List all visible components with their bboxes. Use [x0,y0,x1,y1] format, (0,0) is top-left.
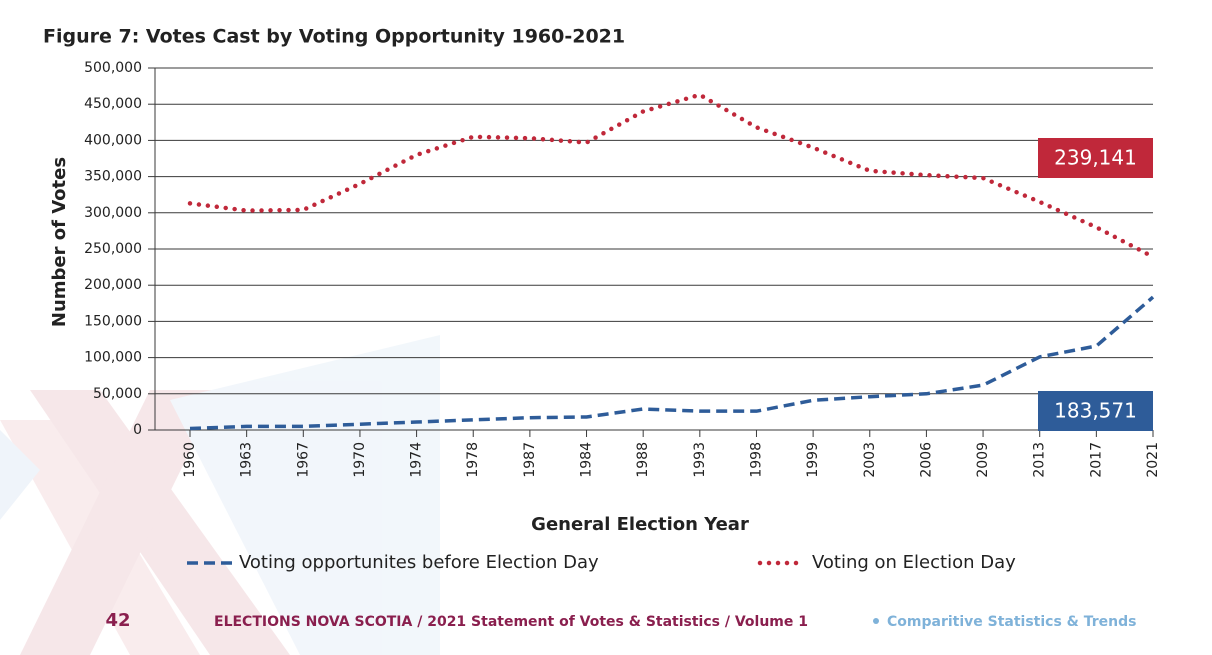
y-tick-label: 300,000 [84,205,142,221]
x-tick-label: 1963 [239,442,255,478]
watermark-shape [0,420,200,655]
watermark-shape [30,390,290,655]
x-tick-label: 1970 [352,442,368,478]
x-tick-label: 1993 [692,442,708,478]
y-tick-label: 0 [133,422,142,438]
x-tick-label: 2009 [975,442,991,478]
y-tick-label: 50,000 [93,386,142,402]
legend-label: Voting opportunites before Election Day [239,552,599,573]
watermark [0,335,440,655]
x-tick-label: 1974 [409,442,425,478]
x-tick-label: 1999 [805,442,821,478]
x-tick-label: 2021 [1145,442,1161,478]
x-tick-label: 2003 [862,442,878,478]
footer-section: Comparitive Statistics & Trends [887,614,1137,630]
value-label: 183,571 [1054,399,1137,423]
x-tick-label: 1960 [182,442,198,478]
y-tick-label: 400,000 [84,132,142,148]
x-tick-label: 1998 [748,442,764,478]
page-number: 42 [105,610,130,631]
watermark-shape [170,335,440,655]
value-label: 239,141 [1054,146,1137,170]
y-tick-label: 150,000 [84,313,142,329]
footer-bullet [873,618,879,624]
y-tick-label: 250,000 [84,241,142,257]
x-tick-label: 2006 [918,442,934,478]
x-tick-label: 1967 [295,442,311,478]
x-tick-label: 1984 [579,442,595,478]
y-tick-label: 350,000 [84,169,142,185]
chart-title: Figure 7: Votes Cast by Voting Opportuni… [43,26,625,48]
series-line [189,295,1155,431]
y-tick-label: 500,000 [84,60,142,76]
series-line [187,92,1156,260]
y-tick-label: 100,000 [84,350,142,366]
value-label-box [1038,138,1153,178]
y-tick-label: 450,000 [84,96,142,112]
x-tick-label: 2013 [1032,442,1048,478]
watermark-shape [0,430,40,520]
x-tick-label: 2017 [1088,442,1104,478]
x-tick-label: 1988 [635,442,651,478]
footer-publication: ELECTIONS NOVA SCOTIA / 2021 Statement o… [214,614,808,630]
x-axis-title: General Election Year [531,514,749,535]
x-tick-label: 1987 [522,442,538,478]
value-label-box [1038,391,1153,431]
legend-label: Voting on Election Day [812,552,1016,573]
watermark-shape [20,390,220,655]
y-tick-label: 200,000 [84,277,142,293]
x-tick-label: 1978 [465,442,481,478]
y-axis-title: Number of Votes [49,157,70,327]
